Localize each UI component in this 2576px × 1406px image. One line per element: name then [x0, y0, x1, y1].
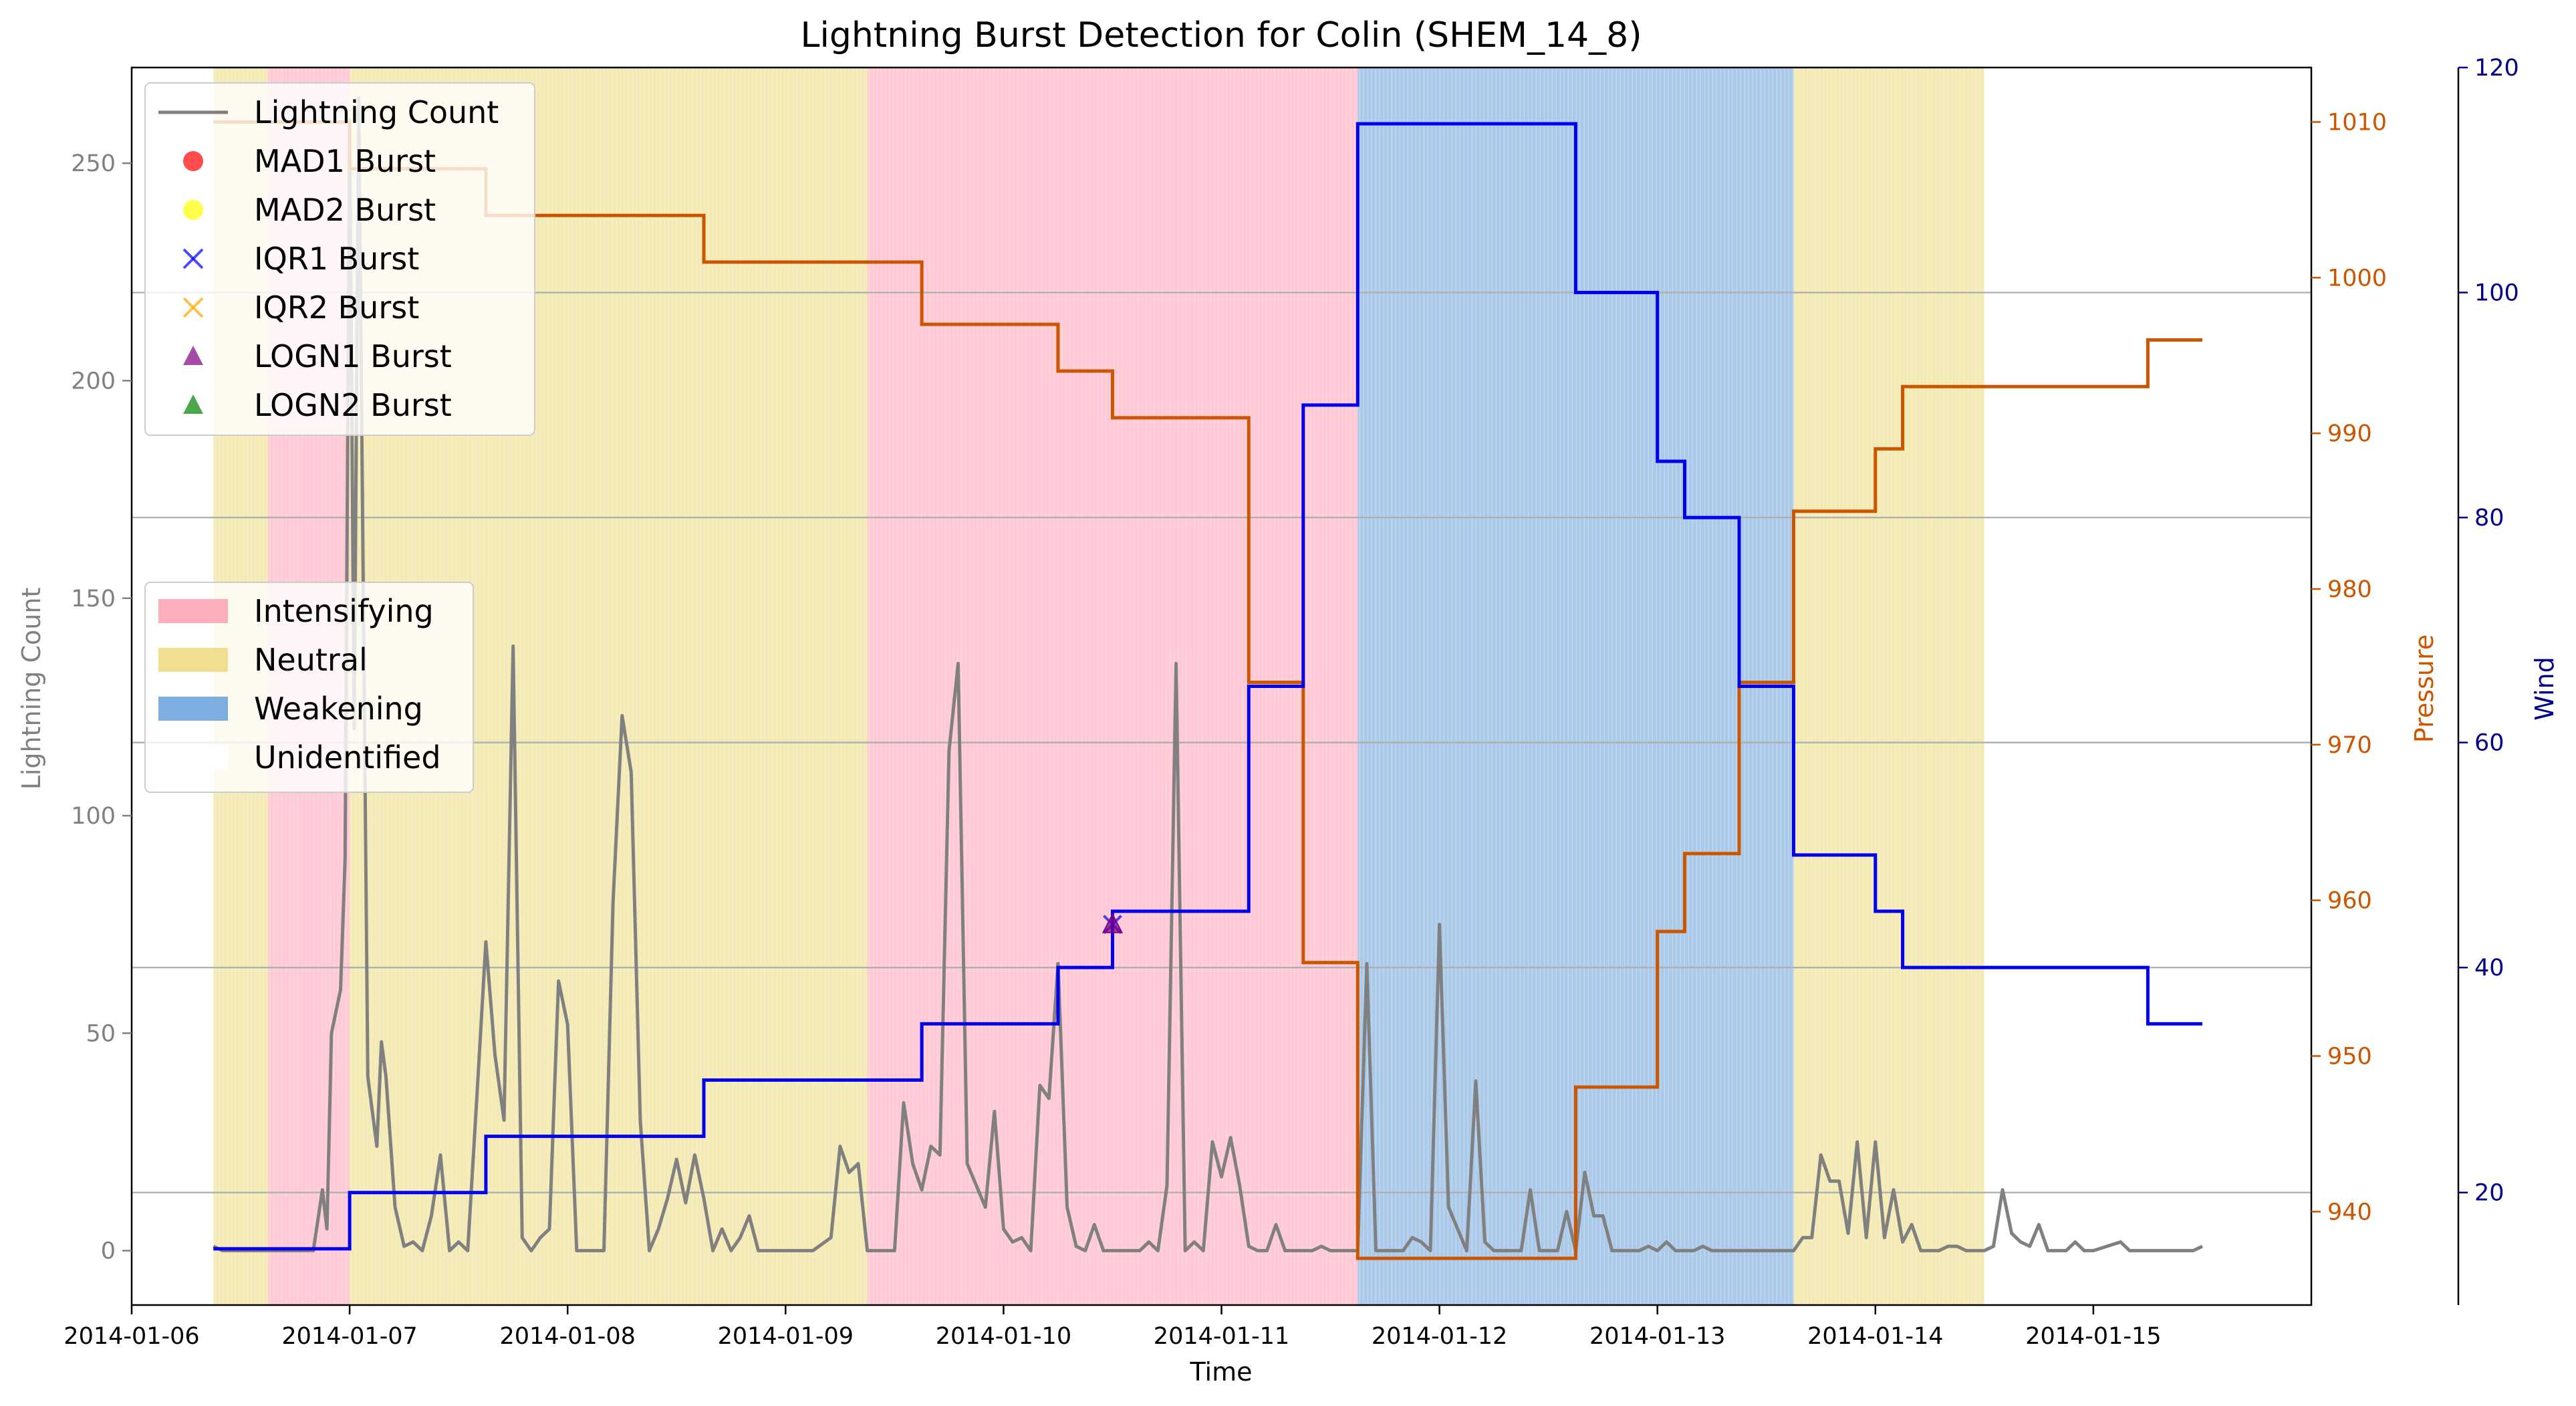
- left-tick-label: 100: [71, 803, 116, 830]
- wind-line: [213, 122, 2202, 1251]
- pressure-tick-label: 940: [2327, 1199, 2372, 1225]
- x-tick-label: 2014-01-15: [2025, 1323, 2161, 1350]
- legend-series: Lightning Count MAD1 Burst MAD2 Burst IQR1 …: [144, 82, 535, 436]
- legend-phase-label: Weakening: [254, 691, 423, 727]
- lightning-count-line: [213, 96, 2204, 1253]
- x-tick-label: 2014-01-06: [63, 1323, 199, 1350]
- wind-tick-label: 100: [2474, 280, 2519, 307]
- legend-series-label: MAD2 Burst: [254, 192, 436, 228]
- left-tick-label: 0: [101, 1238, 116, 1265]
- phase-band: [1793, 68, 1984, 1305]
- burst-marker-logn1: [1102, 913, 1124, 933]
- legend-phase-swatch: [158, 648, 228, 672]
- wind-tick-label: 80: [2474, 505, 2504, 532]
- pressure-tick-label: 950: [2327, 1043, 2372, 1070]
- left-tick-label: 200: [71, 368, 116, 394]
- legend-series-label: LOGN1 Burst: [254, 338, 452, 374]
- legend-series-label: LOGN2 Burst: [254, 387, 452, 423]
- legend-x-stroke: [182, 248, 204, 269]
- pressure-tick-label: 960: [2327, 888, 2372, 915]
- legend-phase-swatch: [158, 599, 228, 623]
- legend-triangle-swatch: [183, 346, 203, 365]
- x-tick-label: 2014-01-08: [499, 1323, 635, 1350]
- x-tick-label: 2014-01-07: [281, 1323, 417, 1350]
- x-tick-label: 2014-01-12: [1372, 1323, 1507, 1350]
- x-axis-label: Time: [1190, 1357, 1253, 1387]
- pressure-tick-label: 1010: [2327, 109, 2387, 136]
- pressure-line: [213, 120, 2202, 1260]
- x-tick-label: 2014-01-09: [718, 1323, 854, 1350]
- x-tick-label: 2014-01-14: [1807, 1323, 1943, 1350]
- wind-tick-label: 40: [2474, 955, 2504, 981]
- legend-x-swatch: [182, 248, 204, 269]
- left-tick-label: 250: [71, 150, 116, 177]
- legend-series-box: [144, 82, 535, 436]
- pressure-tick-label: 970: [2327, 732, 2372, 759]
- legend-phases: Intensifying Neutral Weakening Unidentified: [144, 582, 474, 793]
- legend-phase-swatch: [158, 745, 228, 770]
- legend-series-label: IQR2 Burst: [254, 289, 419, 326]
- left-tick-label: 150: [71, 586, 116, 612]
- legend-series-label: MAD1 Burst: [254, 143, 436, 179]
- wind-tick-label: 20: [2474, 1180, 2504, 1207]
- legend-phases-box: [144, 582, 474, 793]
- pressure-tick-label: 980: [2327, 576, 2372, 603]
- legend-circle-swatch: [183, 151, 203, 171]
- wind-axis-label: Wind: [2530, 657, 2559, 721]
- legend-triangle-swatch: [183, 394, 203, 414]
- legend-series-label: IQR1 Burst: [254, 241, 419, 277]
- wind-tick-label: 60: [2474, 730, 2504, 757]
- left-tick-label: 50: [86, 1020, 116, 1047]
- chart-title: Lightning Burst Detection for Colin (SHE…: [800, 15, 1642, 55]
- legend-series-label: Lightning Count: [254, 94, 499, 130]
- legend-x-swatch: [182, 297, 204, 318]
- series-layer: [213, 96, 2204, 1260]
- axes: 2014-01-06 2014-01-07 2014-01-08 2014-01-09…: [63, 55, 2519, 1350]
- legend-phase-label: Intensifying: [254, 593, 434, 629]
- pressure-axis-label: Pressure: [2410, 634, 2439, 743]
- x-tick-label: 2014-01-10: [936, 1323, 1071, 1350]
- x-tick-label: 2014-01-11: [1154, 1323, 1289, 1350]
- legend-phase-swatch: [158, 697, 228, 721]
- x-tick-label: 2014-01-13: [1589, 1323, 1725, 1350]
- wind-tick-label: 120: [2474, 55, 2519, 82]
- legend-x-stroke: [182, 297, 204, 318]
- left-axis-label: Lightning Count: [17, 588, 46, 790]
- pressure-tick-label: 990: [2327, 421, 2372, 447]
- legend-phase-label: Unidentified: [254, 739, 441, 776]
- legend-circle-swatch: [183, 200, 203, 220]
- legend-phase-label: Neutral: [254, 642, 368, 678]
- pressure-tick-label: 1000: [2327, 265, 2387, 291]
